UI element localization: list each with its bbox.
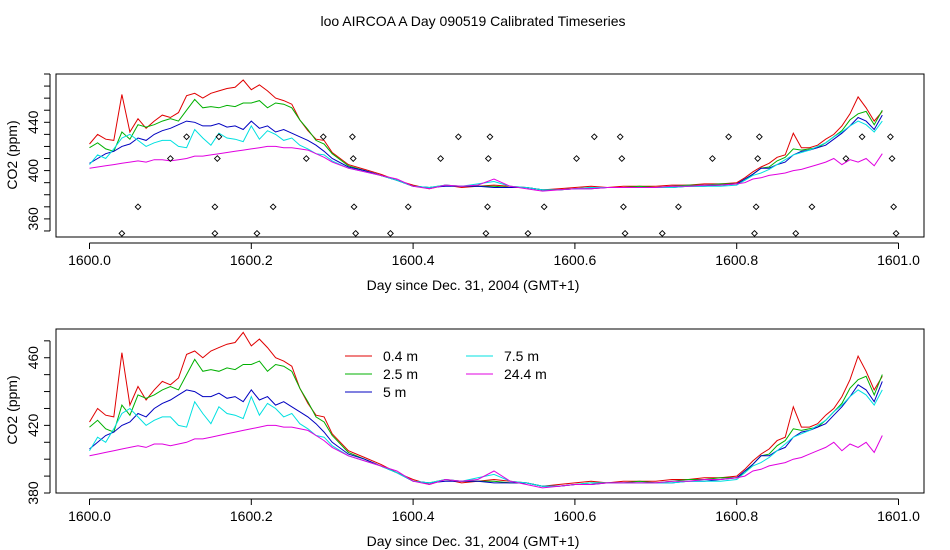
lower-x-tick-label: 1600.6 (553, 508, 596, 524)
lower-x-tick-label: 1601.0 (877, 508, 920, 524)
upper-calibration-marker (404, 203, 412, 211)
upper-calibration-marker (348, 133, 356, 141)
upper-calibration-marker (524, 229, 532, 237)
upper-calibration-marker (725, 133, 733, 141)
upper-calibration-marker (352, 229, 360, 237)
upper-series-0-4-m-line (89, 79, 883, 191)
upper-calibration-marker (808, 203, 816, 211)
upper-calibration-marker (211, 203, 219, 211)
upper-timeseries-panel: Day since Dec. 31, 2004 (GMT+1) CO2 (ppm… (4, 73, 925, 293)
lower-x-tick-label: 1600.8 (715, 508, 758, 524)
upper-calibration-marker (858, 133, 866, 141)
upper-x-tick-label: 1600.0 (68, 252, 111, 268)
upper-calibration-marker (754, 155, 762, 162)
upper-calibration-marker (621, 229, 629, 237)
upper-x-tick-label: 1600.4 (392, 252, 435, 268)
upper-calibration-marker (253, 229, 261, 237)
upper-calibration-marker (675, 203, 682, 211)
lower-x-axis-label: Day since Dec. 31, 2004 (GMT+1) (367, 533, 580, 549)
upper-y-tick-label: 360 (25, 207, 41, 231)
upper-calibration-marker (708, 155, 716, 162)
lower-y-tick-label: 460 (25, 346, 41, 370)
figure-title: loo AIRCOA A Day 090519 Calibrated Times… (320, 13, 625, 29)
upper-calibration-marker (573, 155, 580, 162)
upper-calibration-marker (755, 133, 763, 141)
upper-calibration-marker (349, 155, 357, 162)
upper-calibration-marker (215, 133, 223, 141)
upper-calibration-marker (437, 155, 445, 162)
upper-x-tick-label: 1600.2 (230, 252, 273, 268)
legend-label: 5 m (383, 384, 406, 400)
lower-y-tick-label: 380 (25, 481, 41, 505)
upper-calibration-marker (620, 203, 627, 211)
upper-calibration-marker (484, 155, 492, 162)
series-legend: 0.4 m 2.5 m 5 m 7.5 m 24.4 m (345, 348, 547, 400)
upper-calibration-marker (486, 133, 494, 141)
upper-plot-frame (55, 73, 925, 238)
upper-series-7-5-m-line (89, 120, 883, 191)
upper-x-tick-label: 1600.8 (715, 252, 758, 268)
upper-calibration-marker (658, 229, 666, 237)
upper-y-tick-label: 400 (25, 159, 41, 183)
upper-series-5-m-line (89, 114, 883, 191)
lower-series-24-4-m-line (89, 424, 883, 489)
lower-x-tick-label: 1600.4 (392, 508, 435, 524)
lower-plot-frame (55, 328, 925, 494)
lower-x-tick-label: 1600.2 (230, 508, 273, 524)
upper-calibration-marker (118, 229, 126, 237)
upper-calibration-marker (213, 155, 221, 162)
upper-y-axis-label: CO2 (ppm) (4, 120, 20, 189)
upper-calibration-marker (350, 203, 358, 211)
upper-calibration-marker (134, 203, 142, 211)
upper-calibration-marker (482, 229, 490, 237)
upper-series-2-5-m-line (89, 98, 883, 191)
lower-x-tick-label: 1600.0 (68, 508, 111, 524)
upper-x-tick-label: 1601.0 (877, 252, 920, 268)
upper-calibration-marker (618, 155, 626, 162)
lower-timeseries-panel: Day since Dec. 31, 2004 (GMT+1) CO2 (ppm… (4, 328, 925, 549)
lower-y-axis-label: CO2 (ppm) (4, 375, 20, 444)
lower-series-5-m-line (89, 381, 883, 487)
upper-calibration-marker (792, 229, 800, 237)
upper-calibration-marker (302, 155, 310, 162)
upper-calibration-marker (616, 133, 624, 141)
upper-calibration-marker (166, 155, 174, 162)
upper-calibration-marker (892, 229, 900, 237)
upper-calibration-marker (387, 229, 394, 237)
upper-calibration-marker (890, 203, 898, 211)
lower-series-0-4-m-line (89, 331, 883, 487)
lower-y-tick-label: 420 (25, 413, 41, 437)
upper-y-tick-label: 440 (25, 110, 41, 134)
legend-label: 7.5 m (504, 348, 539, 364)
lower-series-2-5-m-line (89, 358, 883, 487)
upper-series-24-4-m-line (89, 145, 883, 192)
upper-calibration-marker (183, 133, 191, 141)
upper-calibration-marker (886, 133, 894, 141)
upper-calibration-marker (269, 203, 277, 211)
legend-label: 24.4 m (504, 366, 547, 382)
upper-x-axis-label: Day since Dec. 31, 2004 (GMT+1) (367, 277, 580, 293)
upper-calibration-marker (319, 133, 327, 141)
upper-calibration-marker (454, 133, 462, 141)
upper-calibration-marker (888, 155, 896, 162)
upper-x-tick-label: 1600.6 (553, 252, 596, 268)
upper-calibration-marker (484, 203, 491, 211)
legend-label: 0.4 m (383, 348, 418, 364)
lower-series-7-5-m-line (89, 389, 883, 487)
upper-calibration-marker (751, 229, 758, 237)
upper-calibration-marker (842, 155, 850, 162)
upper-calibration-marker (590, 133, 598, 141)
upper-calibration-marker (752, 203, 760, 211)
upper-calibration-marker (211, 229, 219, 237)
upper-calibration-marker (540, 203, 548, 211)
legend-label: 2.5 m (383, 366, 418, 382)
